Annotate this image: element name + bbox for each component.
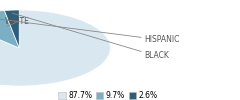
Wedge shape [0,10,110,86]
Legend: 87.7%, 9.7%, 2.6%: 87.7%, 9.7%, 2.6% [58,91,158,100]
Wedge shape [4,10,19,48]
Text: HISPANIC: HISPANIC [0,17,179,44]
Wedge shape [0,10,19,48]
Text: WHITE: WHITE [5,18,30,26]
Text: BLACK: BLACK [12,13,169,60]
